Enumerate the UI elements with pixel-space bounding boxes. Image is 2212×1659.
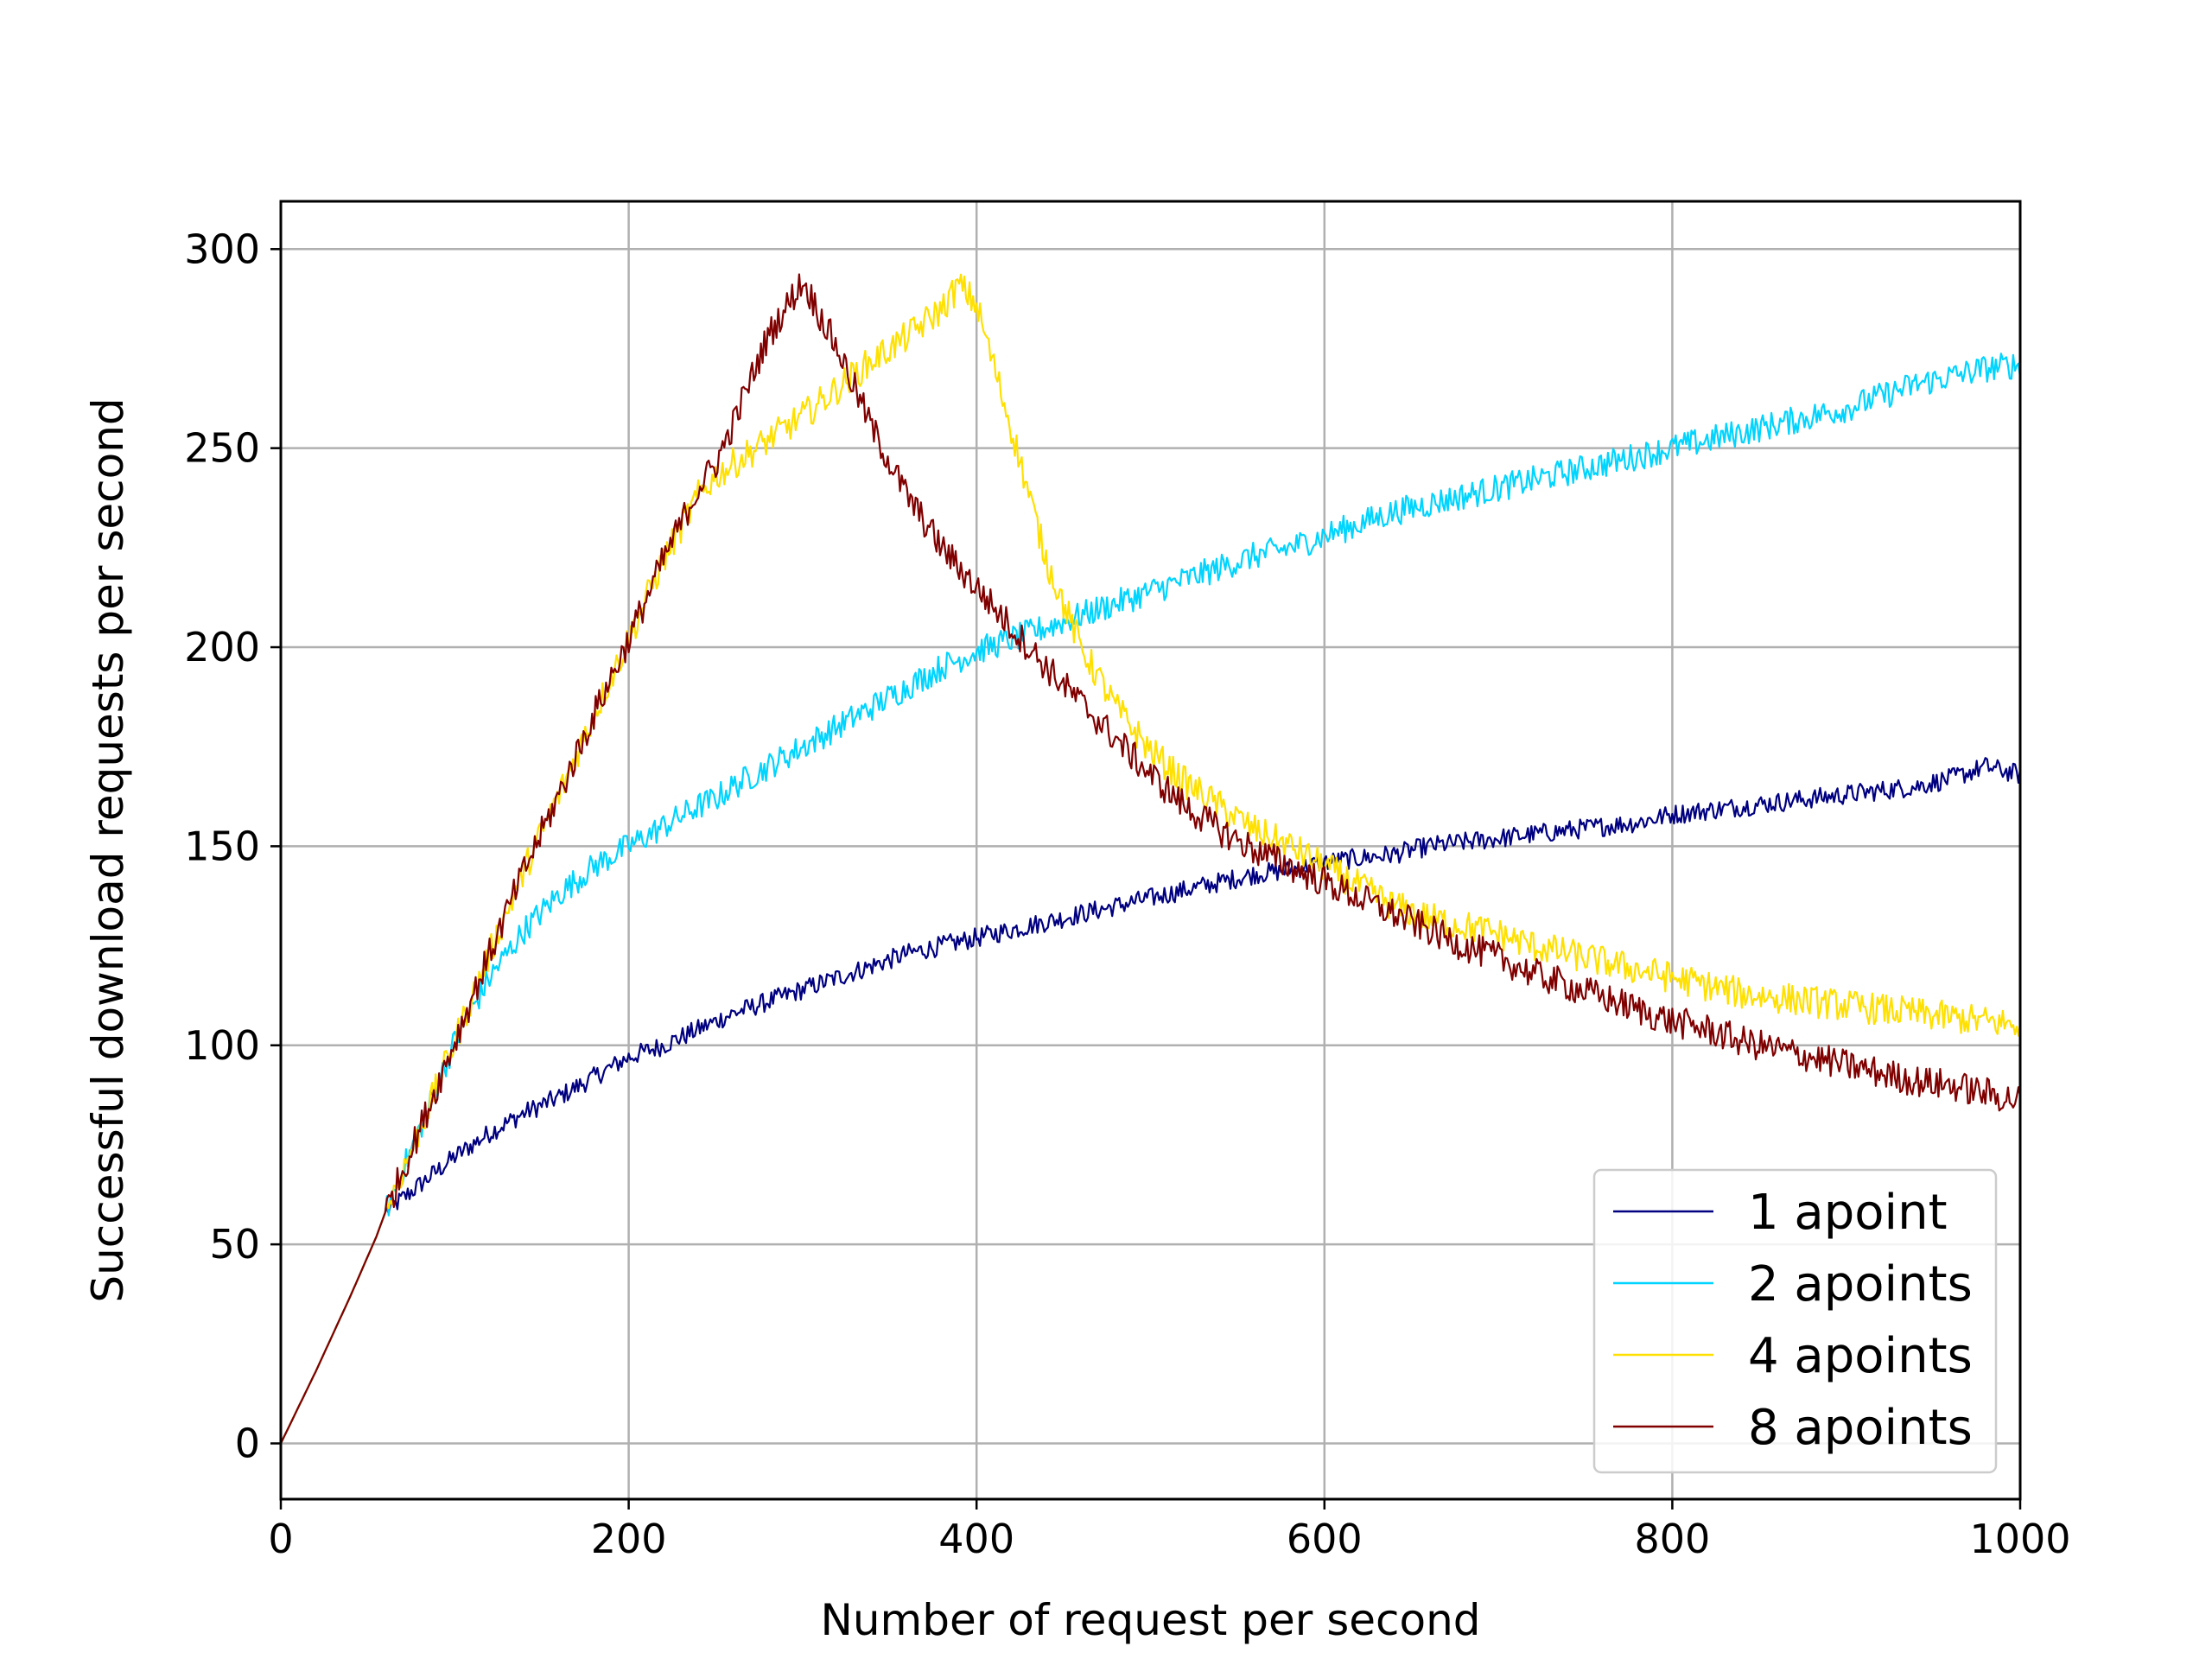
- y-tick-label: 50: [209, 1221, 260, 1268]
- legend: 1 apoint 2 apoints 4 apoints 8 apoints: [1592, 1168, 1998, 1474]
- legend-entry-label: 2 apoints: [1748, 1256, 1973, 1313]
- x-tick-label: 200: [591, 1516, 667, 1562]
- series-line-3: [280, 273, 2022, 1444]
- legend-entry-label: 1 apoint: [1748, 1185, 1948, 1241]
- x-axis-label: Number of request per second: [820, 1595, 1480, 1645]
- series-line-1: [280, 757, 2022, 1444]
- y-tick-label: 150: [184, 823, 260, 869]
- series-line-2: [280, 353, 2022, 1444]
- y-tick-label: 0: [235, 1420, 260, 1466]
- plot-area-frame: [279, 200, 2022, 1501]
- y-tick-label: 250: [184, 425, 260, 472]
- legend-entry-label: 4 apoints: [1748, 1328, 1973, 1384]
- grid-lines: [279, 201, 2022, 1499]
- x-tick-label: 1000: [1969, 1516, 2070, 1562]
- y-tick-label: 200: [184, 624, 260, 671]
- y-tick-label: 100: [184, 1022, 260, 1069]
- axis-ticks: 0 200 400 600 800 1000 0 50 100 150 200 250 300: [184, 226, 2070, 1562]
- series-line-4: [280, 273, 2022, 1444]
- y-tick-label: 300: [184, 226, 260, 272]
- x-tick-label: 600: [1287, 1516, 1363, 1562]
- series-lines: [280, 273, 2022, 1444]
- x-tick-label: 400: [938, 1516, 1014, 1562]
- legend-box: [1592, 1168, 1998, 1474]
- y-axis-label: Successful download requests per second: [83, 397, 133, 1302]
- x-tick-label: 0: [268, 1516, 293, 1562]
- x-tick-label: 800: [1634, 1516, 1710, 1562]
- legend-entry-label: 8 apoints: [1748, 1400, 1973, 1456]
